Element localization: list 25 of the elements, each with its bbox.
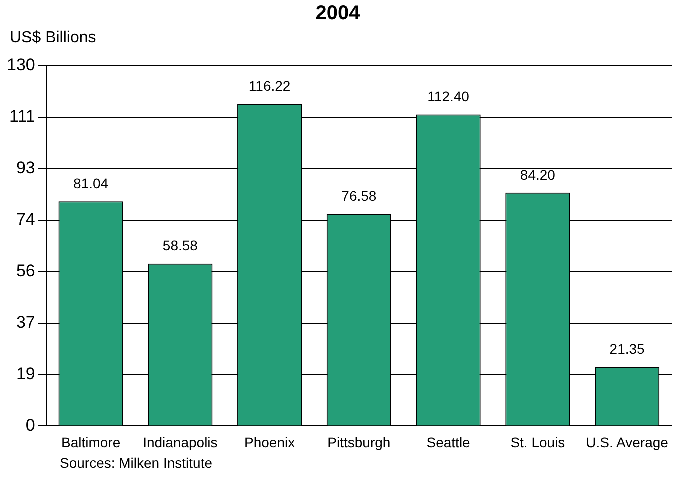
- y-tick-label: 130: [6, 56, 36, 75]
- chart-title: 2004: [316, 2, 362, 25]
- y-tick-label: 0: [26, 416, 36, 435]
- data-label: 21.35: [610, 340, 646, 357]
- y-tick-label: 19: [16, 364, 36, 384]
- y-tick-label: 37: [16, 312, 36, 332]
- data-label: 76.58: [342, 188, 377, 204]
- data-label: 81.04: [74, 176, 109, 192]
- data-label: 84.20: [520, 166, 556, 183]
- x-tick-label: U.S. Average: [586, 434, 669, 450]
- x-tick-label: Phoenix: [244, 434, 296, 450]
- x-tick-label: Baltimore: [61, 434, 121, 450]
- data-label: 112.40: [428, 88, 470, 105]
- y-tick-label: 56: [16, 262, 36, 281]
- source-note: Sources: Milken Institute: [60, 455, 213, 471]
- y-axis-title: US$ Billions: [10, 29, 96, 46]
- y-tick-label: 111: [10, 107, 36, 126]
- x-tick-label: Seattle: [426, 434, 471, 450]
- x-tick-label: St. Louis: [510, 434, 566, 450]
- x-tick-label: Pittsburgh: [328, 434, 391, 450]
- data-label: 58.58: [162, 238, 198, 254]
- y-tick-label: 93: [16, 158, 36, 178]
- y-tick-label: 74: [16, 210, 36, 230]
- data-label: 116.22: [248, 78, 291, 94]
- x-tick-label: Indianapolis: [143, 434, 218, 450]
